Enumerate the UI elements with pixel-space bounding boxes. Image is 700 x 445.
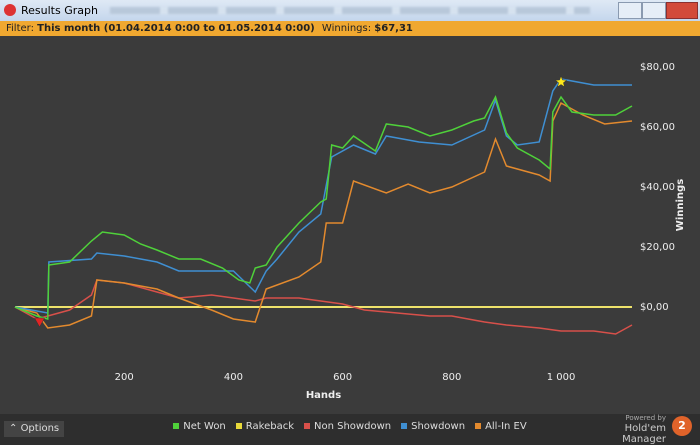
x-tick-label: 200 [115, 372, 134, 383]
series-line [14, 279, 633, 335]
brand: Hold'em Manager [622, 423, 666, 445]
legend-label: Showdown [411, 421, 466, 432]
marker [34, 317, 45, 328]
options-button[interactable]: ⌃ Options [4, 421, 65, 437]
legend-label: Rakeback [245, 421, 294, 432]
x-tick-label: 600 [333, 372, 352, 383]
y-tick-label: $20,00 [640, 242, 675, 253]
legend-label: Non Showdown [314, 421, 392, 432]
filter-label: Filter: [6, 23, 34, 34]
y-tick-label: $40,00 [640, 182, 675, 193]
powered-by: Powered by [625, 414, 666, 422]
window-title: Results Graph [21, 4, 98, 17]
y-tick-label: $80,00 [640, 62, 675, 73]
y-axis-label: Winnings [675, 179, 686, 231]
x-tick-label: 800 [442, 372, 461, 383]
close-button[interactable] [666, 2, 698, 19]
legend-swatch [475, 423, 482, 429]
filter-bar: Filter: This month (01.04.2014 0:00 to 0… [0, 21, 700, 36]
filter-value: This month (01.04.2014 0:00 to 01.05.201… [37, 23, 315, 34]
legend-item[interactable]: Rakeback [235, 421, 294, 432]
legend-label: All-In EV [485, 421, 527, 432]
legend-swatch [304, 423, 310, 429]
maximize-button[interactable] [642, 2, 666, 19]
y-tick-label: $0,00 [640, 302, 669, 313]
blurred-tabs [110, 7, 590, 14]
x-tick-label: 1 000 [547, 372, 576, 383]
x-tick-label: 400 [224, 372, 243, 383]
legend-item[interactable]: All-In EV [475, 421, 527, 432]
series-line [14, 78, 632, 314]
app-icon [4, 4, 16, 16]
title-bar: Results Graph [0, 0, 700, 21]
marker [554, 75, 568, 88]
legend-swatch [401, 423, 408, 429]
winnings-label: Winnings: [321, 23, 372, 34]
legend-item[interactable]: Showdown [401, 421, 465, 432]
legend-swatch [173, 423, 180, 429]
winnings-value: $67,31 [374, 23, 413, 34]
brand-badge: 2 [672, 416, 692, 436]
legend-item[interactable]: Net Won [173, 421, 226, 432]
legend-label: Net Won [183, 421, 226, 432]
series-line [14, 101, 633, 329]
options-label: Options [20, 423, 60, 434]
legend: Net Won Rakeback Non Showdown Showdown All-I… [0, 421, 700, 432]
chart-background [0, 36, 700, 414]
minimize-button[interactable] [618, 2, 642, 19]
x-axis-label: Hands [306, 390, 341, 401]
series-line [14, 95, 633, 320]
y-tick-label: $60,00 [640, 122, 675, 133]
legend-item[interactable]: Non Showdown [304, 421, 391, 432]
legend-swatch [235, 423, 242, 429]
